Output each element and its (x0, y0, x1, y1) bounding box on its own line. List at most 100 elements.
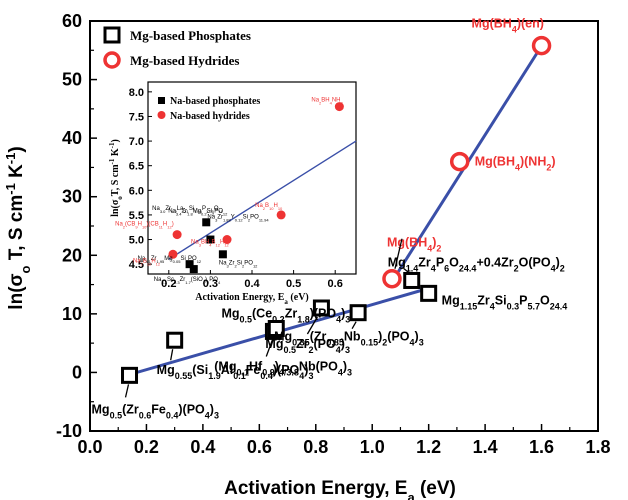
inset-point-label: Na3BH4B12H12 (191, 240, 230, 248)
point-label: Mg0.35(Zr0.85Nb0.15)2(PO4)3 (274, 330, 424, 348)
inset-y-tick-label: 7.5 (129, 111, 144, 123)
inset-x-tick-label: 0.5 (286, 278, 301, 290)
inset-phosphate-point (206, 235, 215, 244)
hydride-point (531, 35, 552, 56)
inset-legend-marker-hydrides (157, 111, 166, 119)
phosphate-point (420, 284, 438, 302)
legend-marker-phosphates (103, 26, 121, 44)
x-tick-label: 0.0 (77, 437, 102, 457)
inset-point-label: Na3.4Zr1.8Mg0.2Si2PO12 (168, 208, 228, 216)
inset-axis-ticks: 0.2 0.3 0.4 0.5 0.6 4.5 5.0 5.5 6.0 6.5 7.0 7.5 8.0 (129, 87, 343, 290)
inset-legend-marker-phosphates (158, 97, 165, 104)
inset-point-label: Na3.1Zr1.95Mg0.05Si2PO12 (138, 256, 202, 264)
inset-y-tick-label: 7.0 (129, 136, 144, 148)
inset-y-tick-label: 4.5 (129, 259, 144, 271)
legend-marker-hydrides (103, 51, 121, 69)
inset-x-tick-label: 0.6 (328, 278, 343, 290)
inset-hydride-point (276, 210, 286, 220)
phosphate-point (312, 299, 330, 317)
inset-point-label: Na2B12H12 (133, 258, 161, 266)
y-tick-label: 40 (62, 128, 82, 148)
legend-label-phosphates: Mg-based Phosphates (130, 28, 251, 43)
y-tick-label: 30 (62, 187, 82, 207)
y-tick-label: 20 (62, 245, 82, 265)
x-tick-label: 0.6 (247, 437, 272, 457)
y-tick-label: 50 (62, 70, 82, 90)
inset-point-label: Na3Zr1.88Y0.12Si2PO11.94 (207, 215, 269, 223)
inset-annotation: Na3.0Zr1.9La0.1Si1.95P1.05O12 (152, 206, 224, 214)
inset-point-label: Na3Zr2Si2PO12 (219, 260, 258, 268)
inset-plot-frame (147, 81, 357, 275)
label-arrow (394, 238, 403, 269)
inset-hydride-point (172, 230, 182, 240)
inset-x-tick-label: 0.4 (244, 278, 260, 290)
label-arrow (170, 349, 174, 361)
phosphate-point (403, 271, 421, 289)
inset-y-tick-label: 5.5 (129, 210, 144, 222)
x-tick-label: 0.2 (134, 437, 159, 457)
inset-phosphate-point (185, 260, 194, 269)
inset-point-labels: Na3.4Zr1.8Mg0.2Si2PO12Na3Zr1.88Y0.12Si2P… (115, 98, 343, 285)
point-label: Mg(BH4)(en) (472, 17, 544, 35)
inset-phosphate-point (218, 250, 227, 259)
hydride-point (449, 151, 470, 172)
inset-hydride-point (168, 249, 178, 259)
inset-fit-line (168, 140, 357, 260)
main-axis-ticks: 0.0 0.2 0.4 0.6 0.8 1.0 1.2 1.4 1.6 1.8 -10 0 10 20 30… (56, 11, 611, 457)
phosphate-point (267, 320, 285, 337)
y-tick-label: 10 (62, 304, 82, 324)
point-label: Mg(BH4)2 (387, 236, 441, 254)
phosphate-point (121, 366, 139, 384)
x-tick-label: 1.2 (416, 437, 441, 457)
inset-legend: Na-based phosphates Na-based hydrides (157, 96, 260, 122)
point-label: Mg(BH4)(NH2) (475, 155, 556, 173)
inset-x-tick-label: 0.3 (203, 278, 218, 290)
point-label: Mg0.55(Si1.9Al0.1Fe0.4)(PO4)3 (157, 363, 314, 381)
x-tick-label: 1.4 (473, 437, 498, 457)
y-tick-label: 60 (62, 11, 82, 31)
inset-point-label: Na3.3Sc0.3Zr1.7(SiO4)2PO4 (154, 277, 221, 285)
point-label: Mg1.4Zr4P6O24.4+0.4Zr2O(PO4)2 (388, 255, 565, 273)
label-arrow (124, 384, 130, 398)
inset-y-tick-label: 6.5 (129, 161, 144, 173)
main-legend: Mg-based Phosphates Mg-based Hydrides (103, 26, 251, 69)
x-tick-label: 1.6 (529, 437, 554, 457)
main-data-points (121, 35, 552, 384)
main-point-labels: Mg0.5(Zr0.6Fe0.4)(PO4)3 Mg0.55(Si1.9Al0.1… (92, 17, 568, 421)
inset-y-tick-label: 8.0 (129, 87, 144, 99)
inset-y-tick-label: 5.0 (129, 235, 144, 247)
inset-x-tick-label: 0.2 (161, 278, 176, 290)
legend-label-hydrides: Mg-based Hydrides (130, 53, 239, 68)
inset-legend-label-hydrides: Na-based hydrides (170, 111, 250, 122)
point-label: Mg0.5(Ce0.2Zr1.8)(PO4)3 (221, 306, 350, 324)
inset-chart: 0.2 0.3 0.4 0.5 0.64.55.05.56.06.57.07.58.0 … (108, 81, 357, 306)
inset-point-label: Na2BH4NH2 (311, 98, 343, 106)
label-arrow (265, 337, 274, 357)
point-label: Mg0.5Zr2(PO4)3 (265, 337, 350, 355)
inset-phosphate-point (189, 265, 198, 274)
phosphate-point (166, 331, 184, 349)
point-label: (Mg0.1Hf0.9)4/3.8Nb(PO4)3 (214, 360, 352, 378)
label-arrow (403, 267, 410, 273)
inset-hydride-point (222, 235, 232, 245)
inset-data-points (168, 102, 344, 274)
inset-legend-label-phosphates: Na-based phosphates (170, 96, 260, 107)
inset-y-tick-label: 6.0 (129, 185, 144, 197)
inset-fit-line-path (168, 140, 357, 260)
inset-y-axis-label: ln(σoT, S cm-1 K-1) (108, 139, 124, 217)
point-label: Mg1.15Zr4Si0.3P5.7O24.4 (442, 293, 568, 311)
x-tick-label: 0.8 (303, 437, 328, 457)
phosphate-point (349, 304, 367, 322)
label-arrow (351, 321, 357, 330)
x-tick-label: 1.0 (360, 437, 385, 457)
x-tick-label: 0.4 (190, 437, 215, 457)
inset-point-label: Na2B10H10 (255, 203, 283, 211)
x-axis-label: Activation Energy, Ea (eV) (224, 478, 456, 500)
y-tick-label: 0 (72, 362, 82, 382)
inset-phosphate-point (202, 218, 211, 227)
inset-x-axis-label: Activation Energy, Ea (eV) (195, 292, 309, 306)
y-axis-label: ln(σo T, S cm-1 K-1) (3, 146, 33, 309)
inset-point-label: Na2(CB9H10)(CB11H12) (115, 222, 174, 230)
inset-hydride-point (334, 102, 344, 112)
